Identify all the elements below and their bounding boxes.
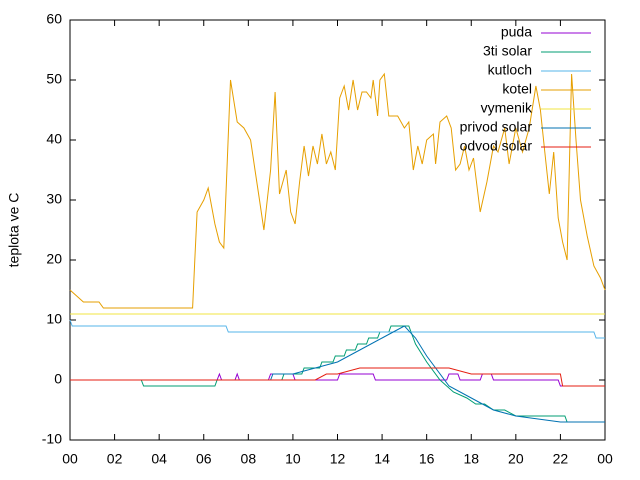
legend-label: vymenik bbox=[481, 100, 533, 116]
series-line bbox=[69, 72, 606, 309]
y-tick-label: 40 bbox=[46, 131, 62, 147]
x-tick-label: 10 bbox=[285, 451, 301, 467]
series-line bbox=[69, 319, 605, 339]
y-tick-label: 20 bbox=[46, 251, 62, 267]
y-tick-label: 30 bbox=[46, 191, 62, 207]
x-tick-label: 08 bbox=[241, 451, 257, 467]
y-tick-label: -10 bbox=[42, 431, 62, 447]
x-tick-label: 00 bbox=[62, 451, 78, 467]
x-tick-label: 20 bbox=[508, 451, 524, 467]
x-tick-label: 14 bbox=[374, 451, 390, 467]
series-line bbox=[70, 367, 605, 387]
legend-label: odvod solar bbox=[460, 138, 533, 154]
legend-label: puda bbox=[501, 24, 532, 40]
y-axis-label: teplota ve C bbox=[6, 193, 22, 268]
x-tick-label: 00 bbox=[597, 451, 613, 467]
x-tick-label: 12 bbox=[330, 451, 346, 467]
legend-label: 3ti solar bbox=[483, 43, 532, 59]
x-tick-label: 02 bbox=[107, 451, 123, 467]
y-tick-label: 60 bbox=[46, 11, 62, 27]
x-tick-label: 16 bbox=[419, 451, 435, 467]
legend-label: privod solar bbox=[460, 119, 533, 135]
legend-label: kutloch bbox=[488, 62, 532, 78]
x-tick-label: 22 bbox=[553, 451, 569, 467]
legend-label: kotel bbox=[502, 81, 532, 97]
y-tick-label: 0 bbox=[54, 371, 62, 387]
y-tick-label: 50 bbox=[46, 71, 62, 87]
x-tick-label: 18 bbox=[463, 451, 479, 467]
x-tick-label: 04 bbox=[151, 451, 167, 467]
x-tick-label: 06 bbox=[196, 451, 212, 467]
y-tick-label: 10 bbox=[46, 311, 62, 327]
series-line bbox=[70, 325, 605, 423]
